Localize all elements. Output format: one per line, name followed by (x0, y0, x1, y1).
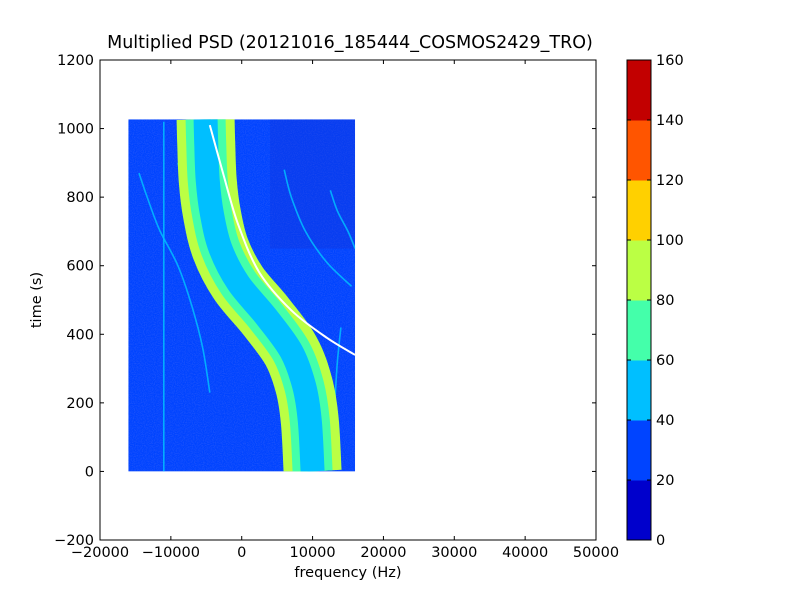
x-tick-label: 10000 (290, 545, 336, 561)
y-tick-label: 200 (66, 396, 94, 412)
y-axis: −200 0 200 400 600 800 1000 1200 (54, 53, 596, 549)
y-tick-label: 1000 (57, 122, 94, 138)
colorbar-tick-label: 120 (656, 173, 684, 189)
heatmap (128, 119, 356, 472)
colorbar-segment (627, 360, 651, 421)
y-tick-label: −200 (54, 533, 94, 549)
narrow-trace (208, 124, 356, 356)
axes-frame (99, 59, 597, 541)
colorbar-segment (627, 120, 651, 181)
y-axis-label: time (s) (29, 272, 45, 328)
colorbar-tick-label: 140 (656, 113, 684, 129)
colorbar-tick-label: 100 (656, 233, 684, 249)
colorbar-tick-label: 60 (656, 353, 674, 369)
x-axis-label: frequency (Hz) (294, 565, 401, 581)
x-axis: −20000 −10000 0 10000 20000 30000 40000 50000 (71, 60, 619, 561)
colorbar: 0 20 40 60 80 100 120 140 160 (626, 53, 684, 549)
y-tick-label: 600 (66, 259, 94, 275)
x-tick-label: 0 (237, 545, 246, 561)
y-tick-label: 400 (66, 327, 94, 343)
colorbar-tick-label: 0 (656, 533, 665, 549)
x-tick-label: 30000 (431, 545, 477, 561)
y-tick-label: 800 (66, 190, 94, 206)
x-tick-label: 40000 (502, 545, 548, 561)
faint-trace (283, 169, 353, 287)
colorbar-segment (627, 240, 651, 301)
faint-trace (138, 172, 211, 393)
colorbar-tick-label: 80 (656, 293, 674, 309)
chart-title: Multiplied PSD (20121016_185444_COSMOS24… (107, 33, 593, 53)
colorbar-segment (627, 180, 651, 241)
colorbar-tick-label: 20 (656, 473, 674, 489)
heatmap-image (128, 119, 356, 472)
x-tick-label: −20000 (71, 545, 129, 561)
main-trace-band (200, 119, 318, 472)
colorbar-segment (627, 420, 651, 481)
faint-trace (329, 190, 356, 249)
colorbar-tick-label: 160 (656, 53, 684, 69)
x-tick-label: −10000 (142, 545, 200, 561)
plot-area: −20000 −10000 0 10000 20000 30000 40000 50000 −… (54, 53, 619, 561)
x-tick-label: 50000 (573, 545, 619, 561)
y-tick-label: 0 (85, 464, 94, 480)
x-tick-label: 20000 (360, 545, 406, 561)
colorbar-segment (627, 60, 651, 121)
colorbar-tick-label: 40 (656, 413, 674, 429)
y-tick-label: 1200 (57, 53, 94, 69)
colorbar-segment (627, 300, 651, 361)
colorbar-segment (627, 480, 651, 541)
heatmap-dark-region (270, 119, 356, 249)
